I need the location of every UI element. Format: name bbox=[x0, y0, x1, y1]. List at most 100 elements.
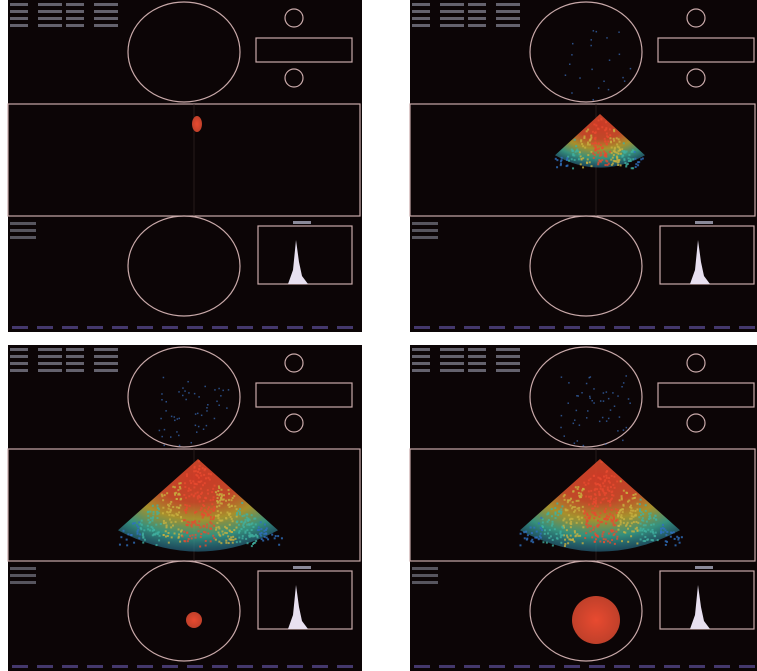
scatter-dot bbox=[189, 479, 192, 482]
scatter-dot bbox=[199, 471, 202, 474]
scatter-dot bbox=[624, 531, 627, 534]
scatter-dot bbox=[525, 530, 528, 533]
scatter-dot bbox=[599, 501, 602, 504]
scatter-dot bbox=[575, 409, 578, 412]
scatter-dot bbox=[620, 495, 623, 498]
scatter-dot bbox=[628, 499, 631, 502]
scatter-dot bbox=[221, 519, 224, 522]
scatter-dot bbox=[170, 526, 173, 529]
scatter-dot bbox=[561, 526, 564, 529]
scatter-dot bbox=[615, 137, 618, 140]
scatter-dot bbox=[226, 407, 228, 409]
scatter-dot bbox=[590, 489, 593, 492]
scatter-dot bbox=[220, 502, 223, 505]
scatter-dot bbox=[120, 536, 123, 539]
scatter-dot bbox=[619, 519, 622, 522]
scatter-dot bbox=[551, 520, 554, 523]
scatter-dot bbox=[613, 128, 616, 131]
scatter-dot bbox=[611, 162, 614, 165]
scatter-dot bbox=[594, 532, 597, 535]
scatter-dot bbox=[254, 541, 257, 544]
scatter-dot bbox=[584, 483, 587, 486]
scatter-dot bbox=[197, 480, 200, 483]
scatter-dot bbox=[564, 543, 567, 546]
scatter-dot bbox=[597, 523, 600, 526]
header-text bbox=[38, 355, 62, 358]
footer-text bbox=[12, 665, 28, 668]
scatter-dot bbox=[589, 530, 592, 533]
scatter-dot bbox=[213, 484, 216, 487]
footer-text bbox=[464, 326, 480, 329]
scatter-dot bbox=[640, 158, 643, 161]
scatter-dot bbox=[621, 154, 624, 157]
scatter-dot bbox=[639, 522, 642, 525]
scatter-dot bbox=[613, 542, 616, 545]
scatter-dot bbox=[660, 532, 663, 535]
scatter-dot bbox=[569, 526, 572, 529]
scatter-dot bbox=[594, 502, 597, 505]
scatter-dot bbox=[230, 538, 233, 541]
scatter-dot bbox=[599, 487, 602, 490]
scatter-dot bbox=[572, 154, 575, 157]
scatter-dot bbox=[166, 510, 169, 513]
scatter-dot bbox=[218, 533, 221, 536]
scatter-dot bbox=[219, 498, 222, 501]
scatter-dot bbox=[224, 525, 227, 528]
scatter-dot bbox=[589, 477, 592, 480]
scatter-dot bbox=[247, 519, 250, 522]
small-ring bbox=[284, 68, 304, 88]
scatter-dot bbox=[231, 497, 234, 500]
scatter-dot bbox=[603, 493, 606, 496]
scatter-dot bbox=[566, 536, 569, 539]
scatter-dot bbox=[161, 399, 163, 401]
scatter-dot bbox=[557, 514, 560, 517]
side-text bbox=[10, 236, 36, 239]
scatter-dot bbox=[208, 513, 211, 516]
scatter-dot bbox=[573, 530, 576, 533]
scatter-dot bbox=[169, 518, 172, 521]
scatter-dot bbox=[597, 476, 600, 479]
scatter-dot bbox=[584, 516, 587, 519]
scatter-dot bbox=[625, 491, 628, 494]
scatter-dot bbox=[200, 533, 203, 536]
header-text bbox=[94, 355, 118, 358]
scatter-dot bbox=[554, 512, 557, 515]
scatter-dot bbox=[606, 486, 609, 489]
scatter-dot bbox=[139, 522, 142, 525]
scatter-dot bbox=[559, 536, 562, 539]
scatter-dot bbox=[630, 150, 633, 153]
scatter-dot bbox=[200, 480, 203, 483]
scatter-dot bbox=[624, 151, 627, 154]
scatter-dot bbox=[625, 375, 627, 377]
scatter-dot bbox=[248, 531, 251, 534]
scatter-dot bbox=[578, 506, 581, 509]
scatter-dot bbox=[591, 511, 594, 514]
scatter-dot bbox=[216, 500, 219, 503]
panel-background bbox=[8, 0, 362, 332]
scatter-dot bbox=[157, 511, 160, 514]
scatter-dot bbox=[613, 405, 616, 407]
scatter-dot bbox=[244, 518, 247, 521]
scatter-dot bbox=[222, 389, 224, 392]
scatter-dot bbox=[194, 482, 197, 485]
scatter-dot bbox=[634, 527, 637, 530]
scatter-dot bbox=[578, 494, 581, 497]
scatter-dot bbox=[613, 475, 616, 478]
scatter-dot bbox=[585, 523, 588, 526]
scatter-dot bbox=[595, 514, 598, 517]
scatter-dot bbox=[610, 158, 613, 161]
scatter-dot bbox=[602, 475, 605, 478]
scatter-dot bbox=[556, 159, 559, 162]
side-text bbox=[10, 222, 36, 225]
footer-text bbox=[287, 665, 303, 668]
scatter-dot bbox=[537, 522, 540, 525]
scatter-dot bbox=[185, 496, 188, 499]
scatter-dot bbox=[596, 488, 599, 491]
scatter-dot bbox=[593, 388, 595, 390]
scatter-dot bbox=[618, 416, 621, 418]
scatter-dot bbox=[173, 486, 176, 489]
scatter-dot bbox=[638, 503, 641, 506]
scatter-dot bbox=[240, 520, 243, 523]
scatter-dot bbox=[613, 148, 616, 151]
scatter-dot bbox=[179, 482, 182, 485]
